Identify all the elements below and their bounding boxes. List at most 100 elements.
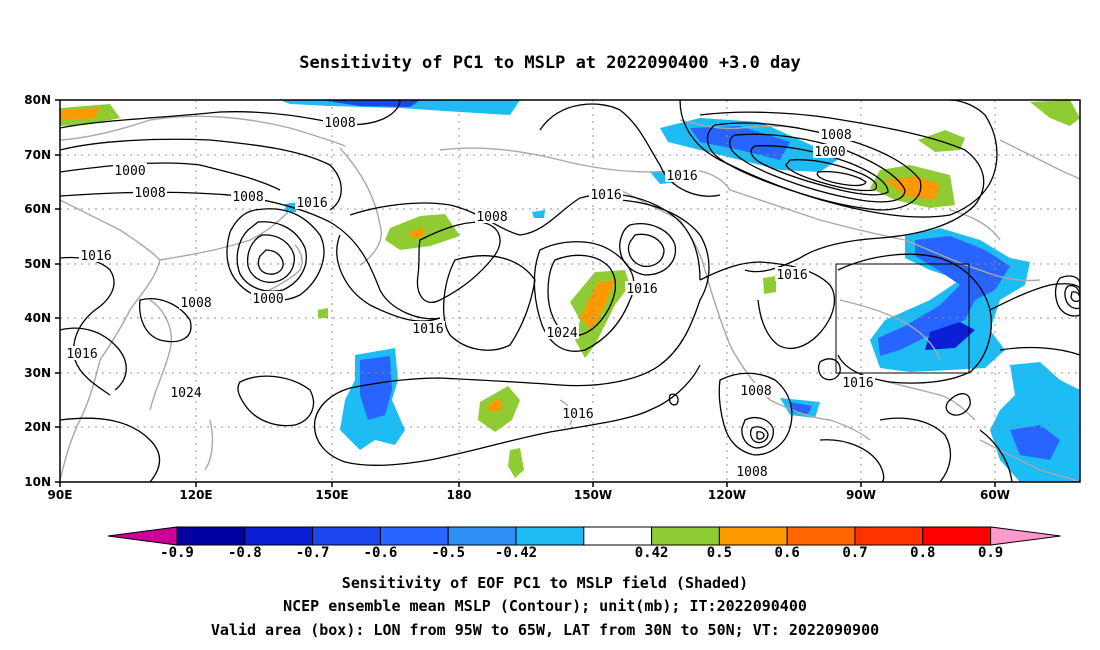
latitude-axis: 80N 70N 60N 50N 40N 30N 20N 10N bbox=[24, 93, 60, 489]
contour-label-bg bbox=[251, 291, 285, 305]
contour-label: 1016 bbox=[776, 268, 807, 283]
contour-label: 1016 bbox=[842, 376, 873, 391]
coastline bbox=[619, 189, 871, 441]
contour-line bbox=[699, 111, 985, 273]
shading-negative bbox=[280, 100, 1080, 482]
lon-tick-label: 150W bbox=[574, 488, 612, 502]
lat-tick-label: 20N bbox=[24, 420, 51, 434]
colorbar-label: 0.6 bbox=[775, 545, 800, 561]
contour-line bbox=[785, 159, 878, 192]
coastline bbox=[159, 209, 291, 261]
contour-label-bg bbox=[323, 115, 357, 129]
valid-area-box bbox=[835, 263, 970, 374]
colorbar-label: 0.42 bbox=[635, 545, 669, 561]
contour-label-bg bbox=[589, 187, 623, 201]
contour-line bbox=[60, 256, 115, 396]
contour-line bbox=[679, 100, 998, 218]
colorbar-swatch bbox=[718, 526, 788, 546]
contour-line bbox=[533, 241, 635, 352]
colorbar-label: -0.6 bbox=[364, 545, 398, 561]
colorbar-label: 0.8 bbox=[910, 545, 935, 561]
colorbar-swatch bbox=[447, 526, 517, 546]
shade-region bbox=[508, 448, 524, 478]
lat-tick-label: 30N bbox=[24, 366, 51, 380]
contour-label-bg bbox=[411, 321, 445, 335]
colorbar-swatch bbox=[786, 526, 856, 546]
colorbar-label: 0.9 bbox=[978, 545, 1003, 561]
coastline bbox=[999, 139, 1080, 181]
contour-label: 1016 bbox=[562, 407, 593, 422]
contour-line bbox=[547, 254, 617, 337]
contour-line bbox=[60, 327, 127, 391]
contour-label: 1008 bbox=[134, 186, 165, 201]
contour-label: 1008 bbox=[820, 128, 851, 143]
contour-label: 1016 bbox=[590, 188, 621, 203]
shade-region bbox=[532, 210, 545, 218]
contour-line bbox=[539, 103, 721, 197]
contour-line bbox=[819, 439, 885, 482]
contour-label: 1000 bbox=[814, 145, 845, 160]
colorbar-label: -0.8 bbox=[228, 545, 262, 561]
contour-label: 1024 bbox=[546, 326, 577, 341]
colorbar-label: -0.5 bbox=[431, 545, 465, 561]
contour-label: 1016 bbox=[80, 249, 111, 264]
contour-label-bg bbox=[65, 346, 99, 360]
coastline bbox=[60, 115, 346, 147]
contour-line bbox=[139, 298, 192, 343]
coastline bbox=[949, 209, 1001, 241]
colorbar-label: -0.9 bbox=[160, 545, 194, 561]
contour-line bbox=[60, 162, 281, 191]
shade-region bbox=[1030, 100, 1080, 126]
contour-label: 1000 bbox=[114, 164, 145, 179]
contour-label-bg bbox=[169, 385, 203, 399]
contour-line bbox=[1054, 275, 1080, 317]
lat-tick-label: 50N bbox=[24, 257, 51, 271]
contour-line bbox=[989, 283, 1080, 311]
contour-label-bg bbox=[665, 168, 699, 182]
contour-label-bg bbox=[561, 406, 595, 420]
contour-label-bg bbox=[775, 267, 809, 281]
lon-tick-label: 120W bbox=[708, 488, 746, 502]
colorbar-label: -0.7 bbox=[296, 545, 330, 561]
lat-tick-label: 40N bbox=[24, 311, 51, 325]
contour-label-bg bbox=[735, 464, 769, 478]
contour-label-bg bbox=[813, 144, 847, 158]
coastline bbox=[204, 419, 214, 471]
shade-region bbox=[360, 356, 392, 420]
figure-captions: Sensitivity of EOF PC1 to MSLP field (Sh… bbox=[211, 574, 879, 639]
coastline bbox=[839, 299, 941, 361]
mslp-contours bbox=[60, 100, 1080, 482]
shade-region bbox=[1010, 425, 1060, 460]
contour-line bbox=[945, 393, 971, 416]
contour-label-bg bbox=[739, 383, 773, 397]
contour-label-bg bbox=[841, 375, 875, 389]
contour-label-bg bbox=[295, 195, 329, 209]
shade-region bbox=[580, 280, 615, 330]
contour-line bbox=[60, 100, 401, 129]
map-frame bbox=[59, 99, 1081, 483]
contour-label: 1008 bbox=[476, 210, 507, 225]
contour-line bbox=[699, 261, 835, 349]
contour-label: 1008 bbox=[740, 384, 771, 399]
contour-line bbox=[60, 138, 342, 211]
longitude-axis: 90E 120E 150E 180 150W 120W 90W 60W bbox=[48, 482, 1010, 502]
caption-line: Sensitivity of EOF PC1 to MSLP field (Sh… bbox=[342, 574, 748, 592]
contour-line bbox=[60, 417, 161, 482]
contour-line bbox=[668, 393, 679, 406]
colorbar: -0.9 -0.8 -0.7 -0.6 -0.5 -0.42 0.42 0.5 0.6 0.7 0.… bbox=[107, 526, 1061, 561]
shade-region bbox=[320, 100, 420, 107]
contour-line bbox=[246, 234, 295, 283]
contour-label: 1016 bbox=[66, 347, 97, 362]
contour-line bbox=[313, 199, 710, 466]
contour-line bbox=[236, 221, 307, 292]
colorbar-swatch bbox=[312, 526, 381, 546]
caption-line: NCEP ensemble mean MSLP (Contour); unit(… bbox=[283, 597, 807, 615]
contour-label-bg bbox=[545, 325, 579, 339]
contour-line bbox=[999, 346, 1080, 356]
contour-line bbox=[749, 426, 769, 444]
contour-line bbox=[817, 358, 841, 381]
colorbar-swatch bbox=[515, 526, 585, 546]
shade-region bbox=[60, 108, 100, 120]
shade-region bbox=[318, 308, 328, 318]
contour-line bbox=[1064, 284, 1080, 310]
